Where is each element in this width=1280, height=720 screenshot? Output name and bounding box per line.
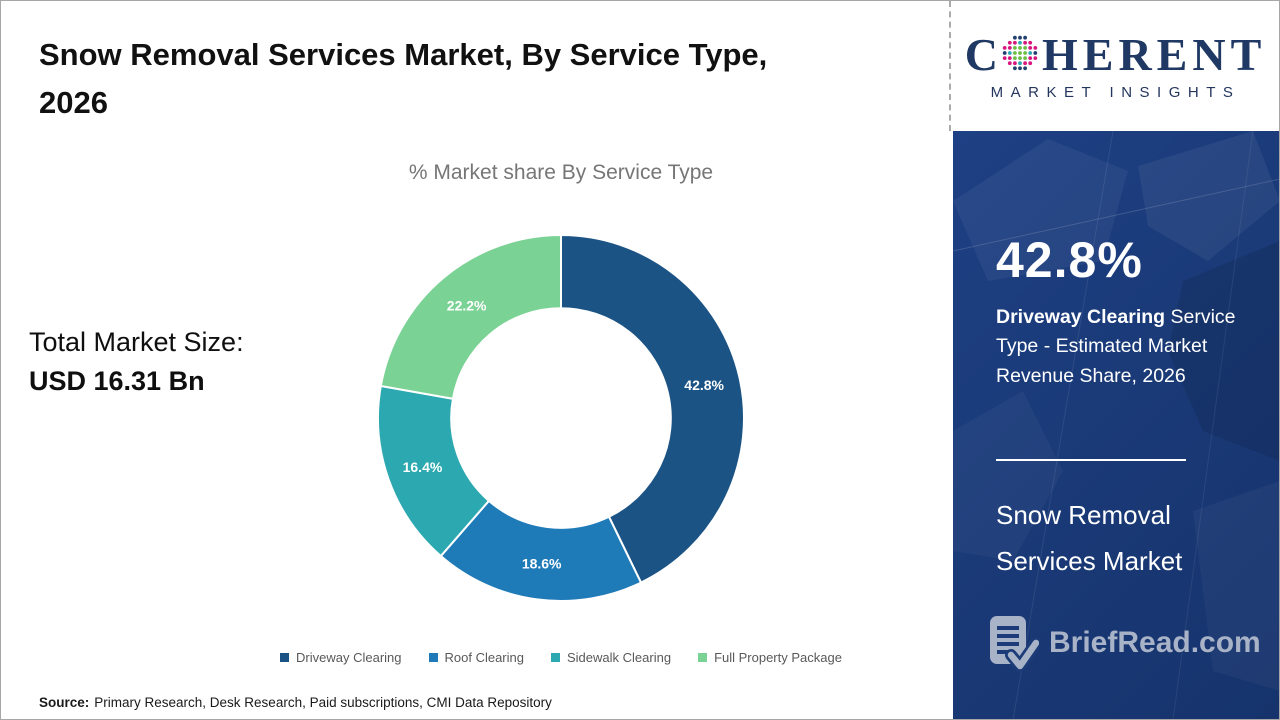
donut-slice-full-property-package bbox=[379, 233, 562, 400]
highlight-stat-text: Service Type - Estimated Market Revenue … bbox=[996, 306, 1236, 387]
dashed-separator bbox=[949, 1, 951, 131]
sidebar-market-name-line1: Snow Removal bbox=[996, 500, 1171, 530]
sidebar-panel: 42.8% Driveway Clearing Service Type - E… bbox=[953, 131, 1279, 719]
sidebar-market-name: Snow Removal Services Market bbox=[996, 493, 1182, 584]
donut-slice-label: 42.8% bbox=[684, 377, 724, 393]
legend-swatch bbox=[428, 653, 438, 662]
coherent-logo: C HERENT MARKET INSIGHTS bbox=[951, 1, 1279, 131]
coherent-logo-wordmark: C HERENT bbox=[964, 28, 1267, 80]
total-market-size: Total Market Size: USD 16.31 Bn bbox=[29, 327, 244, 397]
coherent-globe-icon bbox=[1002, 35, 1038, 70]
page-title-line2: 2026 bbox=[39, 85, 108, 121]
chart-legend: Driveway Clearing Roof Clearing Sidewalk C… bbox=[161, 650, 961, 665]
donut-slice-label: 16.4% bbox=[403, 459, 443, 475]
legend-label: Driveway Clearing bbox=[296, 650, 402, 665]
legend-item-full-property-package: Full Property Package bbox=[698, 650, 842, 665]
legend-item-sidewalk-clearing: Sidewalk Clearing bbox=[551, 650, 671, 665]
donut-slice-label: 22.2% bbox=[447, 297, 487, 313]
coherent-logo-rest: HERENT bbox=[1041, 28, 1267, 80]
highlight-stat-description: Driveway Clearing Service Type - Estimat… bbox=[996, 303, 1252, 391]
highlight-stat-bold: Driveway Clearing bbox=[996, 306, 1166, 328]
donut-slice-driveway-clearing bbox=[560, 233, 745, 584]
sidebar-divider bbox=[996, 459, 1186, 461]
legend-swatch bbox=[698, 653, 708, 662]
source-note-text: Primary Research, Desk Research, Paid su… bbox=[94, 695, 552, 710]
briefread-brand-name: BriefRead.com bbox=[1049, 626, 1261, 659]
legend-label: Full Property Package bbox=[714, 650, 842, 665]
legend-swatch bbox=[551, 653, 560, 662]
donut-slice-label: 18.6% bbox=[522, 556, 562, 572]
briefread-document-check-icon bbox=[990, 616, 1039, 672]
sidebar-market-name-line2: Services Market bbox=[996, 545, 1183, 576]
map-texture-background bbox=[953, 131, 1279, 719]
page-title-line1: Snow Removal Services Market, By Service… bbox=[39, 37, 768, 72]
total-market-size-value: USD 16.31 Bn bbox=[29, 366, 205, 396]
legend-swatch bbox=[280, 653, 290, 662]
source-note: Source: Primary Research, Desk Research, … bbox=[39, 695, 552, 710]
source-note-label: Source: bbox=[39, 695, 90, 710]
legend-label: Roof Clearing bbox=[444, 650, 525, 665]
coherent-logo-letter-c: C bbox=[964, 28, 998, 80]
highlight-stat-value: 42.8% bbox=[996, 232, 1143, 288]
legend-item-driveway-clearing: Driveway Clearing bbox=[280, 650, 402, 665]
legend-item-roof-clearing: Roof Clearing bbox=[428, 650, 525, 665]
briefread-brand: BriefRead.com bbox=[987, 613, 1261, 673]
coherent-logo-tagline: MARKET INSIGHTS bbox=[990, 83, 1241, 101]
donut-chart: 42.8% 18.6% 16.4% 22.2% bbox=[377, 233, 745, 602]
legend-label: Sidewalk Clearing bbox=[567, 650, 672, 665]
page-title: Snow Removal Services Market, By Service… bbox=[39, 31, 929, 127]
chart-subtitle: % Market share By Service Type bbox=[408, 161, 714, 184]
total-market-size-label: Total Market Size: bbox=[29, 327, 244, 357]
